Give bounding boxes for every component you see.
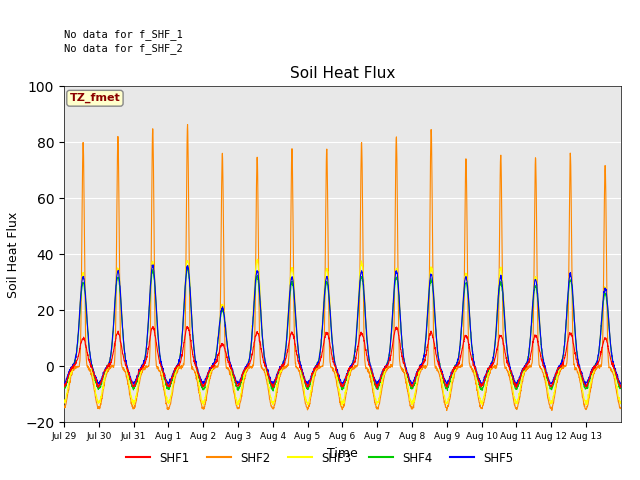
Title: Soil Heat Flux: Soil Heat Flux [290, 66, 395, 81]
Legend: SHF1, SHF2, SHF3, SHF4, SHF5: SHF1, SHF2, SHF3, SHF4, SHF5 [122, 447, 518, 469]
Text: No data for f_SHF_2: No data for f_SHF_2 [64, 43, 183, 54]
X-axis label: Time: Time [327, 447, 358, 460]
Text: TZ_fmet: TZ_fmet [70, 93, 120, 103]
Y-axis label: Soil Heat Flux: Soil Heat Flux [6, 211, 20, 298]
Text: No data for f_SHF_1: No data for f_SHF_1 [64, 29, 183, 40]
